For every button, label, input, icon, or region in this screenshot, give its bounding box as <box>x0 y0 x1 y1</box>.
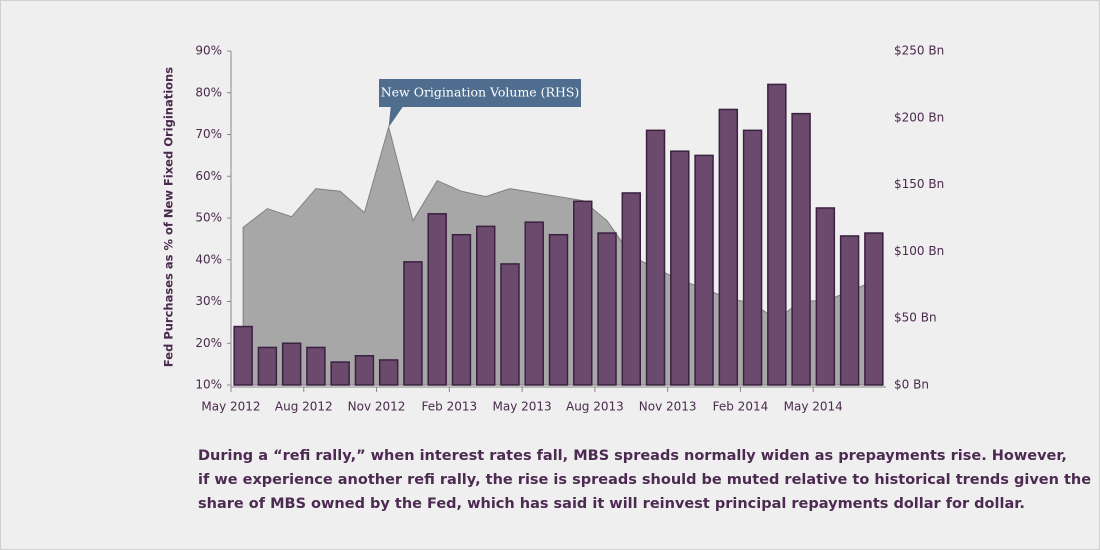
y-tick-label: 20% <box>195 336 222 350</box>
y-tick-label: 80% <box>195 85 222 99</box>
bar <box>694 154 714 386</box>
x-tick-label: May 2014 <box>784 400 843 414</box>
bar <box>573 200 593 386</box>
x-tick-label: Nov 2013 <box>639 400 697 414</box>
y2-tick-label: $150 Bn <box>894 177 944 191</box>
bar <box>500 263 520 386</box>
bar <box>233 325 253 386</box>
bar <box>864 232 884 386</box>
bar <box>767 83 787 386</box>
bar <box>403 261 423 386</box>
y-axis-title: Fed Purchases as % of New Fixed Originat… <box>162 67 176 367</box>
y2-tick-label: $200 Bn <box>894 110 944 124</box>
y-tick-label: 70% <box>195 127 222 141</box>
chart: Fed Purchases as % of New Fixed Originat… <box>162 44 945 414</box>
bar <box>718 108 739 386</box>
bar <box>524 221 544 386</box>
caption-line: if we experience another refi rally, the… <box>198 472 1092 488</box>
y2-tick-label: $100 Bn <box>894 244 944 258</box>
bar <box>548 233 569 386</box>
bar <box>427 213 447 386</box>
bar <box>257 346 278 386</box>
caption-line: share of MBS owned by the Fed, which has… <box>198 496 1025 512</box>
y2-tick-label: $250 Bn <box>894 44 944 58</box>
bar <box>475 225 496 386</box>
annotation-box <box>379 79 581 128</box>
y-tick-label: 90% <box>195 44 222 58</box>
caption: During a “refi rally,” when interest rat… <box>198 444 1092 516</box>
bar <box>451 233 472 386</box>
bar <box>815 207 836 386</box>
x-tick-label: Feb 2014 <box>713 400 769 414</box>
y-tick-label: 60% <box>195 169 222 183</box>
bar <box>597 232 617 386</box>
bar <box>354 355 375 386</box>
y-tick-label: 50% <box>195 211 222 225</box>
bar <box>330 361 350 386</box>
bar <box>645 129 666 386</box>
bar <box>839 235 860 386</box>
annotation: New Origination Volume (RHS) <box>379 79 581 128</box>
bar <box>306 346 326 386</box>
y-tick-label: 40% <box>195 252 222 266</box>
x-tick-label: May 2012 <box>201 400 260 414</box>
bar <box>621 192 642 386</box>
annotation-text: New Origination Volume (RHS) <box>381 85 580 100</box>
y-tick-label: 30% <box>195 294 222 308</box>
x-tick-label: Nov 2012 <box>348 400 406 414</box>
caption-line: During a “refi rally,” when interest rat… <box>198 448 1067 464</box>
x-tick-label: Aug 2013 <box>566 400 624 414</box>
x-tick-label: Feb 2013 <box>422 400 478 414</box>
x-tick-label: May 2013 <box>493 400 552 414</box>
y-tick-label: 10% <box>195 378 222 392</box>
y2-tick-label: $0 Bn <box>894 378 929 392</box>
bar <box>378 359 399 386</box>
bar <box>670 150 690 386</box>
x-tick-label: Aug 2012 <box>275 400 333 414</box>
y2-tick-label: $50 Bn <box>894 311 937 325</box>
bar <box>791 112 811 386</box>
bar <box>281 342 302 386</box>
bar <box>742 129 763 386</box>
